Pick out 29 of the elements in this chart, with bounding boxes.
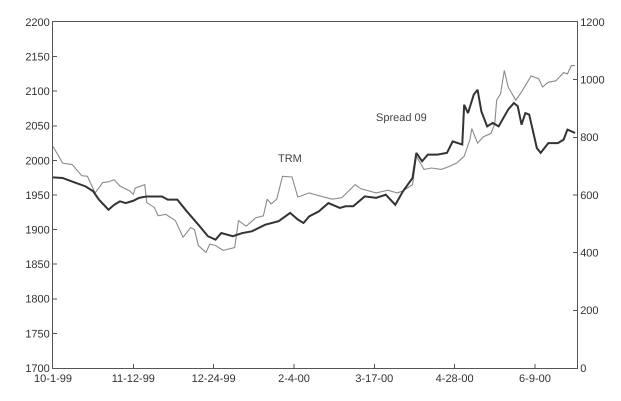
y2-tick-label: 400 [580, 248, 599, 260]
y2-tick-label: 1200 [580, 16, 605, 29]
y-tick-label: 1900 [25, 224, 50, 236]
y2-tick-label: 200 [580, 305, 599, 318]
y2-tick-label: 800 [580, 132, 599, 144]
x-tick-label: 3-17-00 [355, 373, 394, 386]
line-series [53, 65, 576, 253]
y-tick-label: 2100 [25, 86, 50, 98]
y-tick-label: 2150 [25, 51, 50, 64]
x-tick-label: 4-28-00 [436, 373, 474, 386]
y-tick-label: 2000 [25, 155, 50, 168]
y2-tick-label: 0 [580, 362, 586, 375]
annotation: Spread 09 [376, 112, 427, 124]
y-tick-label: 1700 [25, 362, 50, 375]
x-tick-label: 12-24-99 [192, 373, 236, 386]
annotation: TRM [278, 153, 302, 165]
x-tick-label: 11-12-99 [112, 373, 155, 386]
y-tick-label: 2050 [25, 120, 50, 133]
y-tick-label: 1950 [25, 190, 50, 202]
y-tick-label: 1750 [25, 328, 50, 340]
y-tick-label: 1850 [25, 259, 50, 272]
y-tick-label: 1800 [25, 294, 50, 306]
x-tick-label: 2-4-00 [278, 373, 310, 386]
y2-tick-label: 600 [580, 190, 599, 202]
x-tick-label: 6-9-00 [519, 373, 551, 386]
line-series [53, 88, 576, 241]
y2-tick-label: 1000 [580, 74, 605, 87]
x-tick-label: 10-1-99 [34, 373, 72, 386]
y-tick-label: 2200 [25, 16, 50, 29]
